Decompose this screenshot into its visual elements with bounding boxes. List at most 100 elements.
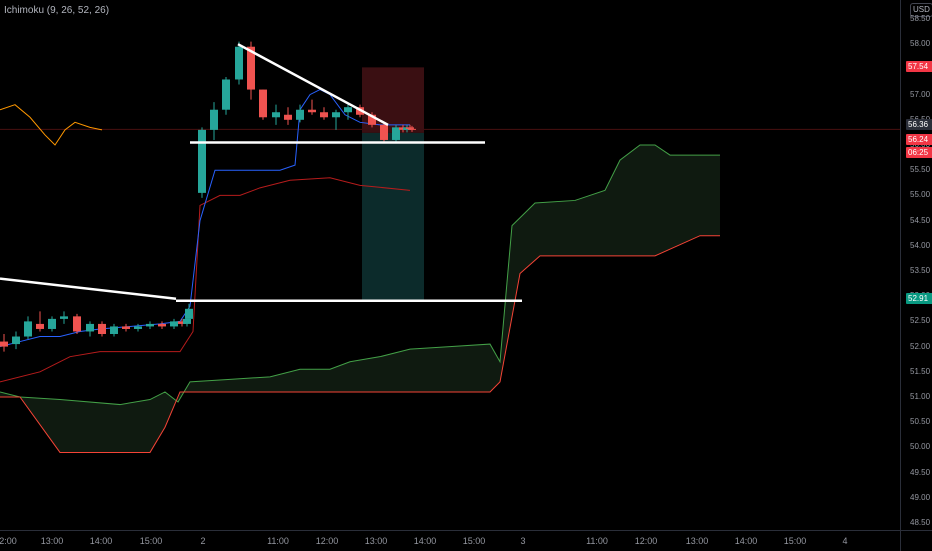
senkou-span-b [0,235,720,453]
time-tick-label: 14:00 [734,536,758,546]
candle[interactable] [178,318,186,327]
chikou-lagging-span [0,104,103,146]
price-tick-label: 57.00 [910,89,931,99]
candle-body [73,316,81,332]
candle-body [146,323,154,327]
candle[interactable] [48,316,56,332]
candle-body [296,109,304,120]
time-tick-label: 14:00 [413,536,437,546]
candle-body [178,321,186,324]
price-axis[interactable] [900,0,932,530]
candle[interactable] [158,321,166,329]
candle-body [0,341,8,347]
candle-body [392,127,400,140]
candle[interactable] [60,311,68,324]
candle[interactable] [110,323,118,337]
price-tick-label: 54.50 [910,215,931,225]
price-tick-label: 55.50 [910,165,931,175]
time-tick-label: 15:00 [462,536,486,546]
time-tick-label: 13:00 [685,536,709,546]
price-tick-label: 51.00 [910,392,931,401]
candle-body [332,112,340,118]
time-tick-label: 14:00 [89,536,113,546]
time-tick-label: 13:00 [364,536,388,546]
time-tick-label: 11:00 [267,536,289,546]
price-tick-label: 51.50 [910,366,931,376]
candle-body [344,107,352,113]
candle-body [406,127,414,129]
candle[interactable] [210,102,218,140]
candle[interactable] [12,331,20,350]
ichimoku-cloud [0,145,720,453]
drawing-trendline-descending [237,43,389,126]
candle[interactable] [122,323,130,332]
candle-body [408,128,416,130]
candle[interactable] [134,323,142,332]
price-tag: 56.36 [906,119,932,130]
candle[interactable] [36,311,44,332]
candle[interactable] [332,109,340,130]
candle[interactable] [284,107,292,125]
candle-body [198,129,206,193]
price-tick-label: 50.50 [910,417,931,427]
candle[interactable] [0,334,8,352]
time-tick-label: 2:00 [0,536,17,546]
candle-body [60,316,68,319]
candle[interactable] [408,125,416,132]
candle-body [134,326,142,329]
candle[interactable] [272,104,280,125]
candle[interactable] [368,112,376,128]
candle[interactable] [170,318,178,329]
price-tick-label: 55.00 [910,190,931,200]
price-tag: 57.54 [906,61,932,72]
candle-body [380,124,388,140]
candle[interactable] [146,321,154,329]
candle-body [308,109,316,113]
candle-body [24,321,32,337]
candle[interactable] [308,99,316,115]
chart-area[interactable]: Ichimoku (9, 26, 52, 26) [0,0,900,530]
indicator-legend[interactable]: Ichimoku (9, 26, 52, 26) [4,5,110,16]
candle[interactable] [98,321,106,337]
time-tick-label: 15:00 [139,536,163,546]
candle[interactable] [24,316,32,340]
time-tick-label: 15:00 [783,536,807,546]
candle-body [284,114,292,120]
senkou-span-a [0,144,720,406]
time-axis[interactable] [0,530,900,551]
time-tick-label: 3 [520,536,526,546]
candle[interactable] [198,127,206,198]
candle[interactable] [185,303,193,322]
candle-body [98,323,106,334]
price-tick-label: 52.50 [910,316,931,326]
time-tick-label: 2 [200,536,206,546]
candle-body [259,89,267,118]
candle-body [210,109,218,130]
candle[interactable] [222,76,230,115]
price-tick-label: 52.00 [910,341,931,351]
candle-body [86,323,94,332]
candle[interactable] [86,321,94,337]
time-tick-label: 4 [842,536,848,546]
candle-body [272,112,280,118]
candle[interactable] [73,313,81,334]
kijun-base-line [0,177,411,383]
candle-body [247,46,255,90]
price-tag: 06:25 [906,147,932,158]
candle-body [368,114,376,125]
candle[interactable] [320,107,328,120]
candle[interactable] [259,89,267,120]
price-tick-label: 48.50 [910,518,931,527]
chart-canvas[interactable] [0,0,900,530]
tenkan-conversion-line [0,89,410,348]
drawing-trendline-left [0,277,177,300]
candle[interactable] [235,41,243,85]
candle-body [170,321,178,327]
axis-corner [900,530,932,551]
candle[interactable] [344,104,352,120]
take-profit-zone [362,132,424,301]
candle[interactable] [380,122,388,143]
candle[interactable] [392,124,400,143]
time-tick-label: 12:00 [315,536,339,546]
candle[interactable] [296,104,304,123]
